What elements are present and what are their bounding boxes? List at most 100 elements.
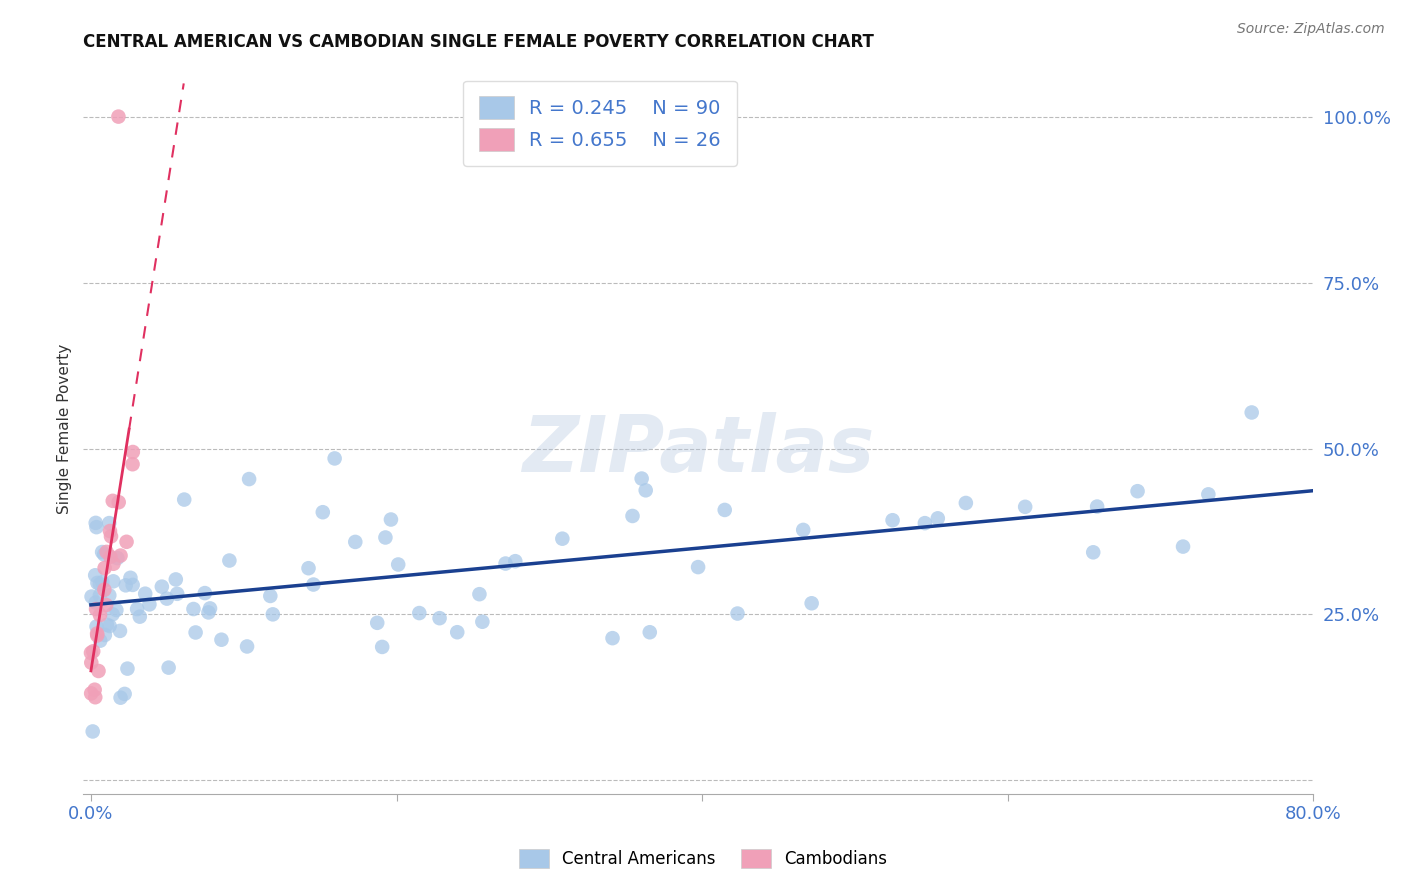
Point <box>83 682 105 697</box>
Point <box>1085 500 1108 514</box>
Point <box>86 575 108 590</box>
Point <box>156 591 179 606</box>
Point <box>634 483 657 498</box>
Point <box>792 523 814 537</box>
Point <box>80 646 103 660</box>
Point <box>80 656 103 670</box>
Y-axis label: Single Female Poverty: Single Female Poverty <box>58 343 72 514</box>
Point <box>312 505 335 519</box>
Point <box>82 644 104 658</box>
Point <box>84 690 107 705</box>
Point <box>138 598 160 612</box>
Point <box>630 471 652 485</box>
Point <box>1126 484 1149 499</box>
Text: CENTRAL AMERICAN VS CAMBODIAN SINGLE FEMALE POVERTY CORRELATION CHART: CENTRAL AMERICAN VS CAMBODIAN SINGLE FEM… <box>83 33 875 51</box>
Point <box>344 535 367 549</box>
Point <box>105 603 128 617</box>
Point <box>800 596 823 610</box>
Point <box>262 607 284 622</box>
Point <box>115 534 138 549</box>
Point <box>94 598 117 612</box>
Point <box>82 724 104 739</box>
Point <box>165 573 187 587</box>
Point <box>80 686 103 700</box>
Point <box>93 582 115 597</box>
Point <box>166 587 188 601</box>
Point <box>110 690 132 705</box>
Point <box>184 625 207 640</box>
Legend: R = 0.245    N = 90, R = 0.655    N = 26: R = 0.245 N = 90, R = 0.655 N = 26 <box>463 80 737 166</box>
Point <box>84 568 107 582</box>
Point <box>374 531 396 545</box>
Point <box>93 561 115 575</box>
Point <box>297 561 319 575</box>
Point <box>110 549 132 563</box>
Point <box>236 640 259 654</box>
Point <box>1083 545 1105 559</box>
Point <box>446 625 468 640</box>
Point <box>713 503 735 517</box>
Point <box>86 520 108 534</box>
Point <box>117 662 139 676</box>
Point <box>621 508 644 523</box>
Point <box>471 615 494 629</box>
Point <box>218 553 240 567</box>
Point <box>108 624 131 638</box>
Point <box>688 560 710 574</box>
Point <box>101 607 124 622</box>
Point <box>103 557 125 571</box>
Point <box>127 602 149 616</box>
Point <box>387 558 409 572</box>
Point <box>89 633 111 648</box>
Text: Source: ZipAtlas.com: Source: ZipAtlas.com <box>1237 22 1385 37</box>
Point <box>194 586 217 600</box>
Point <box>121 445 143 459</box>
Point <box>87 664 110 678</box>
Point <box>120 571 142 585</box>
Point <box>173 492 195 507</box>
Point <box>89 589 111 603</box>
Point <box>100 529 122 543</box>
Point <box>1014 500 1036 514</box>
Point <box>882 513 904 527</box>
Point <box>98 588 121 602</box>
Text: ZIPatlas: ZIPatlas <box>522 412 875 489</box>
Point <box>98 549 121 564</box>
Point <box>1197 487 1219 501</box>
Point <box>96 545 118 559</box>
Point <box>238 472 260 486</box>
Point <box>197 606 219 620</box>
Point <box>157 660 180 674</box>
Point <box>914 516 936 530</box>
Point <box>323 451 346 466</box>
Point <box>211 632 233 647</box>
Point <box>955 496 977 510</box>
Point <box>98 524 121 538</box>
Point <box>103 574 125 589</box>
Point <box>93 548 115 562</box>
Point <box>96 617 118 632</box>
Point <box>134 587 156 601</box>
Point <box>107 110 129 124</box>
Point <box>84 516 107 530</box>
Point <box>638 625 661 640</box>
Point <box>1240 405 1263 419</box>
Point <box>468 587 491 601</box>
Point <box>183 602 205 616</box>
Point <box>107 495 129 509</box>
Point <box>114 687 136 701</box>
Point <box>86 619 108 633</box>
Point <box>105 551 128 566</box>
Point <box>121 457 143 471</box>
Point <box>429 611 451 625</box>
Point <box>198 601 221 615</box>
Point <box>927 511 949 525</box>
Point <box>408 606 430 620</box>
Legend: Central Americans, Cambodians: Central Americans, Cambodians <box>512 842 894 875</box>
Point <box>89 608 111 623</box>
Point <box>602 631 624 645</box>
Point <box>80 590 103 604</box>
Point <box>84 602 107 616</box>
Point <box>98 619 121 633</box>
Point <box>1171 540 1194 554</box>
